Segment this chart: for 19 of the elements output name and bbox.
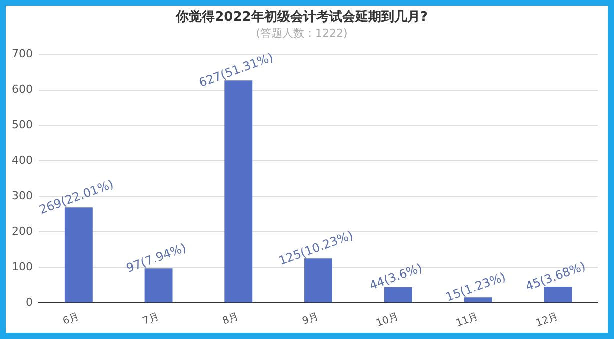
y-tick-label: 100 [12,260,33,274]
x-tick-label: 6月 [62,312,81,328]
y-tick-label: 300 [12,189,33,202]
y-tick-label: 200 [12,224,33,238]
bar [464,298,492,302]
x-tick-label: 9月 [301,312,320,328]
y-tick-label: 0 [26,296,33,309]
y-tick-label: 400 [12,154,33,168]
x-tick-label: 12月 [534,312,560,330]
y-tick-label: 500 [12,118,33,132]
x-tick-label: 10月 [375,312,400,330]
x-tick-label: 7月 [142,312,161,328]
y-tick-label: 700 [12,48,33,61]
chart-title: 你觉得2022年初级会计考试会延期到几月? [175,9,428,26]
bar [384,287,412,302]
x-tick-label: 8月 [221,312,241,328]
chart-subtitle: (答题人数：1222) [256,27,348,40]
x-tick-label: 11月 [455,312,480,330]
y-tick-label: 600 [12,83,33,96]
